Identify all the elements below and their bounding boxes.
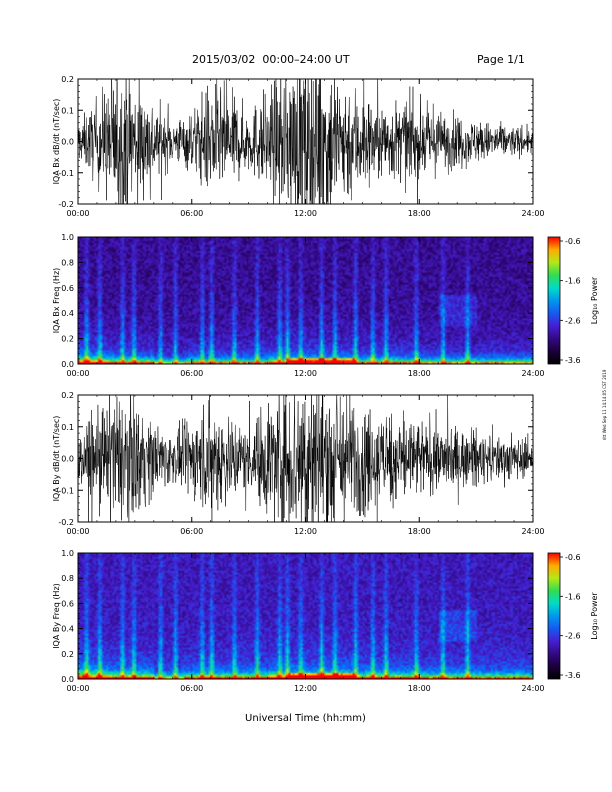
panel-1-xtick-label: 18:00: [408, 369, 431, 378]
panel-0-dbdt-trace: [78, 79, 533, 204]
panel-2-dbdt-trace: [78, 395, 533, 522]
colorbar-1-label: Log₁₀ Power: [590, 276, 599, 324]
panel-1-colorbar: [547, 236, 561, 365]
panel-0-xtick-label: 18:00: [408, 209, 431, 218]
panel-3-ytick-label: 1.0: [61, 549, 74, 558]
x-axis-title: Universal Time (hh:mm): [245, 713, 366, 724]
panel-2-xtick-label: 12:00: [294, 527, 317, 536]
colorbar-3-tick-label: -0.6: [565, 553, 581, 562]
panel-3-ytick-label: 0.4: [61, 625, 74, 634]
panel-0-ytick-label: -0.1: [58, 169, 74, 178]
panel-3-xtick-label: 00:00: [66, 684, 89, 693]
panel-1-xtick-label: 24:00: [521, 369, 544, 378]
panel-3-xtick-label: 18:00: [408, 684, 431, 693]
colorbar-1-tick-label: -3.6: [565, 356, 581, 365]
colorbar-3-label: Log₁₀ Power: [590, 592, 599, 640]
colorbar-3-tick-label: -3.6: [565, 671, 581, 680]
plot-title: 2015/03/02 00:00–24:00 UT: [192, 53, 350, 66]
panel-3-ytick-label: 0.2: [61, 650, 74, 659]
panel-1-ylabel: IQA Bx Freq (Hz): [52, 268, 61, 334]
colorbar-3-tick-label: -1.6: [565, 592, 581, 601]
panel-0-ytick-label: 0.2: [61, 75, 74, 84]
panel-3-axes: [77, 552, 534, 680]
panel-3-ytick-label: 0.0: [61, 675, 74, 684]
panel-3-xtick-label: 12:00: [294, 684, 317, 693]
panel-2-axes: [77, 394, 534, 523]
panel-2-xtick-label: 24:00: [521, 527, 544, 536]
panel-0-ytick-label: 0.1: [61, 106, 74, 115]
panel-1-ytick-label: 0.6: [61, 284, 74, 293]
side-timestamp: ritt Wed Sep 11 14:14:05 CST 2019: [602, 369, 607, 440]
colorbar-1-tick-label: -1.6: [565, 277, 581, 286]
panel-0-xtick-label: 00:00: [66, 209, 89, 218]
panel-1-spectrogram: [78, 237, 533, 364]
panel-3-xtick-label: 06:00: [180, 684, 203, 693]
page-number: Page 1/1: [477, 53, 525, 66]
panel-3-colorbar: [547, 552, 561, 680]
panel-2-xtick-label: 00:00: [66, 527, 89, 536]
panel-0-ylabel: IQA Bx dB/dt (nT/sec): [52, 99, 61, 185]
colorbar-1-tick-label: -2.6: [565, 316, 581, 325]
panel-3-xtick-label: 24:00: [521, 684, 544, 693]
panel-1-ytick-label: 0.0: [61, 360, 74, 369]
panel-1-xtick-label: 00:00: [66, 369, 89, 378]
panel-1-ytick-label: 0.2: [61, 335, 74, 344]
panel-2-ytick-label: -0.1: [58, 486, 74, 495]
panel-3-ytick-label: 0.6: [61, 599, 74, 608]
panel-0-xtick-label: 24:00: [521, 209, 544, 218]
panel-2-ytick-label: -0.2: [58, 518, 74, 527]
panel-1-axes: [77, 236, 534, 365]
panel-1-ytick-label: 0.8: [61, 258, 74, 267]
colorbar-3-tick-label: -2.6: [565, 632, 581, 641]
panel-0-xtick-label: 06:00: [180, 209, 203, 218]
panel-0-axes: [77, 78, 534, 205]
panel-0-ytick-label: -0.2: [58, 200, 74, 209]
panel-2-ytick-label: 0.2: [61, 391, 74, 400]
panel-2-ylabel: IQA By dB/dt (nT/sec): [52, 416, 61, 502]
panel-1-ytick-label: 0.4: [61, 309, 74, 318]
panel-1-ytick-label: 1.0: [61, 233, 74, 242]
panel-0-ytick-label: 0.0: [61, 138, 74, 147]
panel-1-xtick-label: 12:00: [294, 369, 317, 378]
panel-2-xtick-label: 18:00: [408, 527, 431, 536]
panel-0-xtick-label: 12:00: [294, 209, 317, 218]
colorbar-1-tick-label: -0.6: [565, 237, 581, 246]
panel-2-ytick-label: 0.0: [61, 455, 74, 464]
panel-1-xtick-label: 06:00: [180, 369, 203, 378]
panel-3-ylabel: IQA By Freq (Hz): [52, 583, 61, 649]
panel-2-xtick-label: 06:00: [180, 527, 203, 536]
panel-3-spectrogram: [78, 553, 533, 679]
panel-3-ytick-label: 0.8: [61, 574, 74, 583]
panel-2-ytick-label: 0.1: [61, 423, 74, 432]
